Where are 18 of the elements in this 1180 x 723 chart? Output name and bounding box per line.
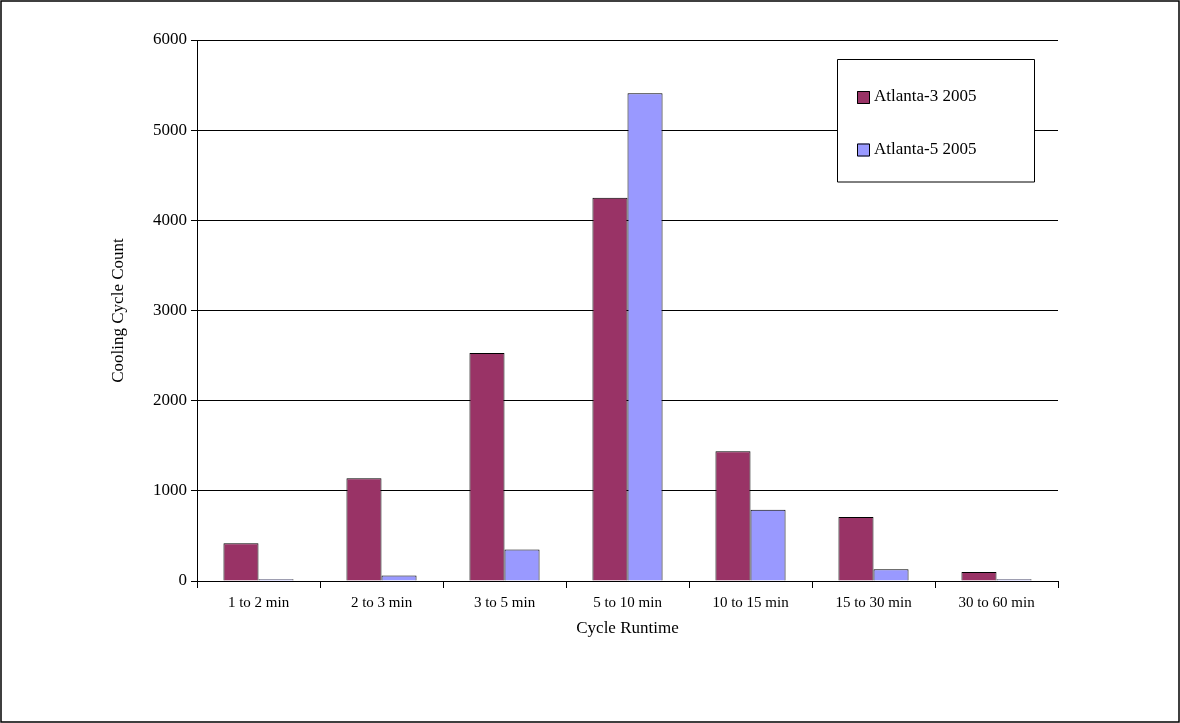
- x-tick-label: 10 to 15 min: [712, 593, 790, 610]
- y-tick-label: 0: [178, 570, 187, 590]
- y-axis-title: Cooling Cycle Count: [107, 237, 127, 383]
- y-tick-label: 2000: [153, 390, 187, 410]
- x-tick-label: 3 to 5 min: [473, 593, 536, 610]
- x-tick-label: 30 to 60 min: [958, 593, 1036, 610]
- x-tick-label: 1 to 2 min: [227, 593, 290, 610]
- y-tick-label: 1000: [153, 480, 187, 500]
- y-tick-label: 6000: [153, 29, 187, 49]
- legend-label: Atlanta-3 2005: [874, 86, 977, 106]
- legend-label: Atlanta-5 2005: [874, 138, 977, 158]
- x-tick-label: 15 to 30 min: [835, 593, 913, 610]
- y-tick-label: 4000: [153, 209, 187, 229]
- y-tick-label: 5000: [153, 119, 187, 139]
- x-tick-label: 5 to 10 min: [593, 593, 663, 610]
- x-axis-title: Cycle Runtime: [576, 618, 679, 638]
- y-tick-label: 3000: [153, 299, 187, 319]
- x-tick-label: 2 to 3 min: [350, 593, 413, 610]
